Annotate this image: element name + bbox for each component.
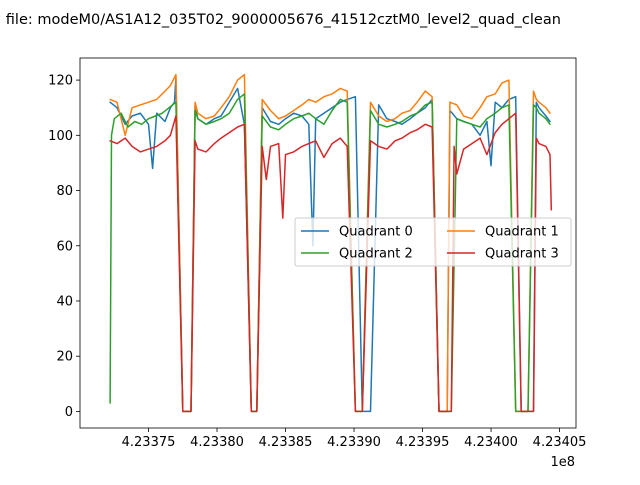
legend-label: Quadrant 0 [339,225,413,240]
x-axis: 4.23375 4.23380 4.23385 4.23390 4.23395 4.234… [122,428,587,450]
legend-label: Quadrant 2 [339,247,413,262]
y-tick-label: 60 [56,239,73,254]
y-tick-label: 80 [56,184,73,199]
legend-box [294,217,572,267]
y-tick-label: 100 [48,129,73,144]
plot-area [109,73,553,413]
legend: Quadrant 0 Quadrant 1 Quadrant 2 Quadrant 3 [294,217,572,267]
x-tick-label: 4.23375 [122,435,176,450]
y-axis: 0 20 40 60 80 100 120 [48,74,80,420]
x-tick-label: 4.23395 [396,435,450,450]
plot-frame [79,57,577,429]
x-tick-label: 4.23385 [259,435,313,450]
x-tick-label: 4.23405 [533,435,587,450]
legend-label: Quadrant 3 [485,247,559,262]
x-tick-label: 4.23380 [190,435,244,450]
y-tick-label: 20 [56,350,73,365]
y-tick-label: 0 [65,405,73,420]
chart-title: n file: modeM0/AS1A12_035T02_9000005676_… [0,12,561,28]
series-line-quadrant-2 [109,93,551,413]
x-tick-label: 4.23400 [464,435,518,450]
y-tick-label: 40 [56,294,73,309]
legend-label: Quadrant 1 [485,225,559,240]
x-tick-label: 4.23390 [327,435,381,450]
series-line-quadrant-3 [109,112,553,413]
y-tick-label: 120 [48,74,73,89]
x-offset-label: 1e8 [550,455,575,470]
